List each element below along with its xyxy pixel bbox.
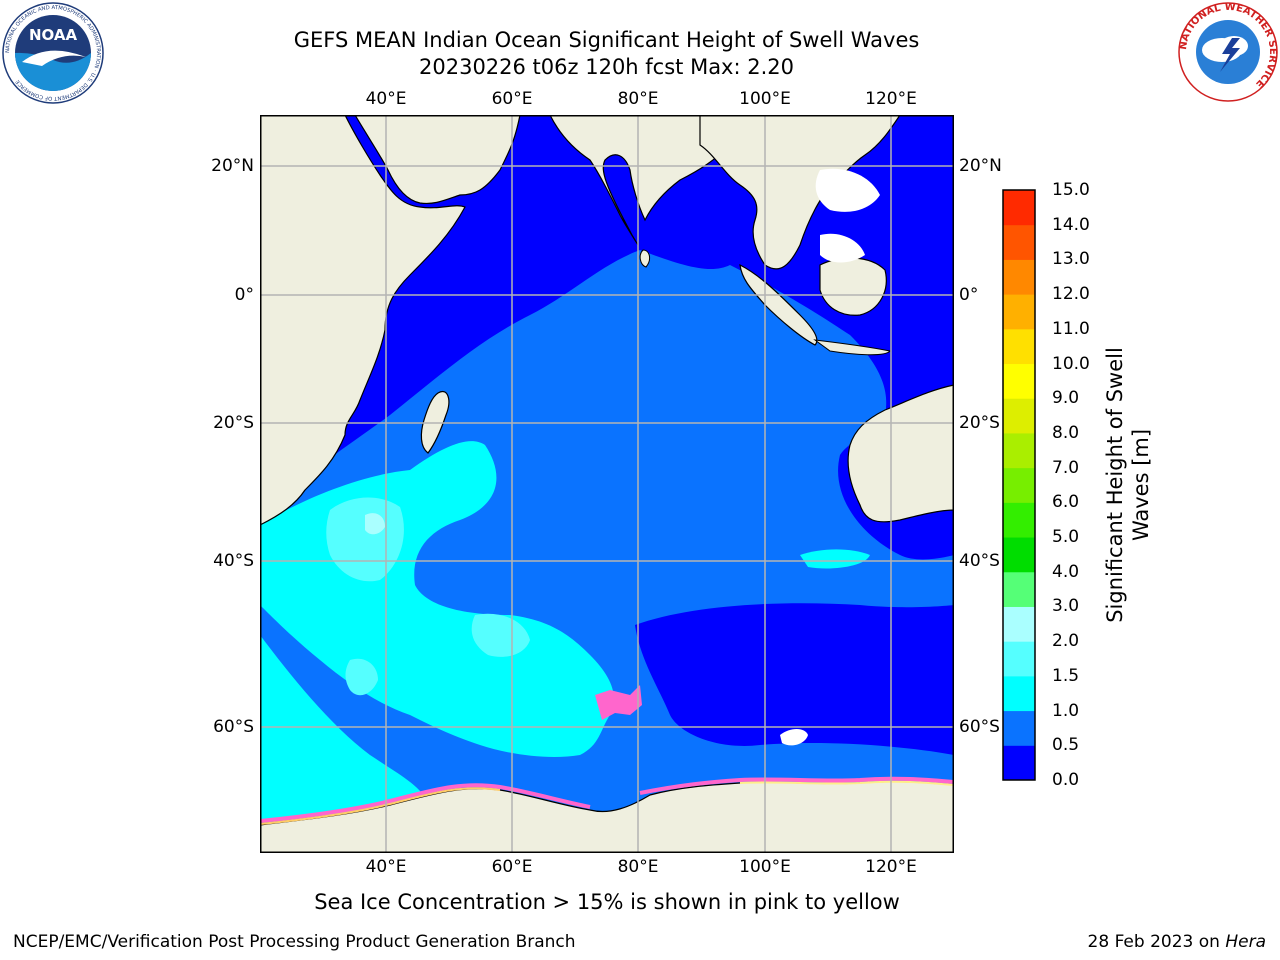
lat-tick-right: 40°S: [959, 551, 1000, 571]
lon-tick-bottom: 100°E: [739, 857, 791, 877]
colorbar-tick-label: 12.0: [1052, 284, 1090, 305]
lon-tick-bottom: 60°E: [491, 857, 533, 877]
lat-tick-left: 0°: [234, 285, 254, 305]
colorbar-tick-label: 4.0: [1052, 561, 1080, 582]
sea-ice-note: Sea Ice Concentration > 15% is shown in …: [314, 890, 900, 914]
colorbar-segment: [1003, 571, 1035, 607]
noaa-logo: NATIONAL OCEANIC AND ATMOSPHERIC ADMINIS…: [2, 2, 104, 104]
colorbar-tick-label: 2.0: [1052, 631, 1080, 652]
colorbar-tick-label: 0.5: [1052, 735, 1080, 756]
sea-ice-fringe: [639, 776, 954, 795]
colorbar-segment: [1003, 502, 1035, 538]
colorbar-tick-label: 8.0: [1052, 422, 1080, 443]
colorbar-segment: [1003, 432, 1035, 469]
lon-tick-top: 40°E: [365, 89, 407, 109]
footer-credit: NCEP/EMC/Verification Post Processing Pr…: [13, 932, 576, 952]
lon-tick-top: 120°E: [865, 89, 917, 109]
colorbar-tick-label: 5.0: [1052, 527, 1080, 548]
colorbar-segment: [1003, 537, 1035, 573]
nws-logo: NATIONAL WEATHER SERVICE: [1178, 2, 1278, 102]
footer-date: 28 Feb 2023 on Hera: [1087, 932, 1266, 952]
lat-tick-left: 20°S: [213, 413, 254, 433]
colorbar-tick-label: 13.0: [1052, 249, 1090, 270]
colorbar-segment: [1003, 606, 1035, 642]
ocean-band-0-0.5: [635, 603, 954, 755]
sea-ice-fringe: [260, 787, 501, 825]
colorbar-title: Significant Height of Swell Waves [m]: [1103, 347, 1153, 623]
colorbar-segment: [1003, 710, 1035, 746]
colorbar-tick-label: 6.0: [1052, 492, 1080, 513]
map-title-line2: 20230226 t06z 120h fcst Max: 2.20: [419, 55, 794, 79]
colorbar: [1002, 189, 1036, 781]
noaa-logo-text: NOAA: [29, 26, 78, 44]
lon-tick-bottom: 120°E: [865, 857, 917, 877]
ocean-band-2.0-3.0: [365, 513, 385, 535]
colorbar-segment: [1003, 641, 1035, 677]
lat-tick-left: 40°S: [213, 551, 254, 571]
ocean-band-1.5-2.0: [345, 658, 378, 696]
ocean-band-1.0-1.5: [260, 635, 430, 823]
colorbar-segment: [1003, 675, 1035, 712]
colorbar-tick-label: 3.0: [1052, 596, 1080, 617]
lat-tick-right: 60°S: [959, 717, 1000, 737]
colorbar-segment: [1003, 224, 1035, 260]
lat-tick-right: 0°: [959, 285, 979, 305]
ocean-band-1.0-1.5: [800, 549, 870, 569]
lat-tick-left: 60°S: [213, 717, 254, 737]
colorbar-tick-label: 10.0: [1052, 353, 1090, 374]
map-title-line1: GEFS MEAN Indian Ocean Significant Heigh…: [293, 28, 920, 52]
colorbar-segment: [1003, 190, 1035, 226]
colorbar-segment: [1003, 398, 1035, 434]
lon-tick-top: 60°E: [491, 89, 533, 109]
land-borneo: [819, 257, 887, 316]
land-sri-lanka: [639, 249, 651, 268]
colorbar-segment: [1003, 363, 1035, 399]
ocean-band-1.5-2.0: [471, 613, 530, 657]
colorbar-segment: [1003, 467, 1035, 503]
land-southeast-asia: [699, 115, 901, 270]
land-arabia: [354, 115, 521, 205]
colorbar-segment: [1003, 259, 1035, 295]
land-java: [813, 339, 891, 356]
land-australia: [847, 384, 954, 523]
colorbar-tick-label: 7.0: [1052, 457, 1080, 478]
gridlines: [260, 115, 954, 853]
colorbar-tick-label: 1.5: [1052, 665, 1080, 686]
colorbar-tick-label: 15.0: [1052, 180, 1090, 200]
lat-tick-right: 20°S: [959, 413, 1000, 433]
colorbar-tick-label: 14.0: [1052, 214, 1090, 235]
colorbar-tick-label: 0.0: [1052, 770, 1080, 790]
swell-height-map: [260, 115, 954, 853]
white-patch: [780, 729, 808, 746]
colorbar-segment: [1003, 745, 1035, 781]
white-patch: [820, 233, 865, 263]
white-patch: [815, 168, 880, 212]
colorbar-tick-label: 11.0: [1052, 318, 1090, 339]
lat-tick-right: 20°N: [959, 156, 1002, 176]
colorbar-segment: [1003, 294, 1035, 330]
lat-tick-left: 20°N: [211, 156, 254, 176]
lon-tick-bottom: 40°E: [365, 857, 407, 877]
sea-ice-fringe: [739, 780, 954, 786]
colorbar-tick-label: 9.0: [1052, 388, 1080, 409]
sea-ice-patch: [595, 685, 642, 720]
colorbar-tick-label: 1.0: [1052, 700, 1080, 721]
lon-tick-top: 100°E: [739, 89, 791, 109]
lon-tick-top: 80°E: [617, 89, 659, 109]
lon-tick-bottom: 80°E: [617, 857, 659, 877]
colorbar-segment: [1003, 328, 1035, 365]
sea-ice-fringe: [260, 783, 591, 823]
land-india: [549, 115, 731, 246]
map-frame: [260, 115, 954, 853]
